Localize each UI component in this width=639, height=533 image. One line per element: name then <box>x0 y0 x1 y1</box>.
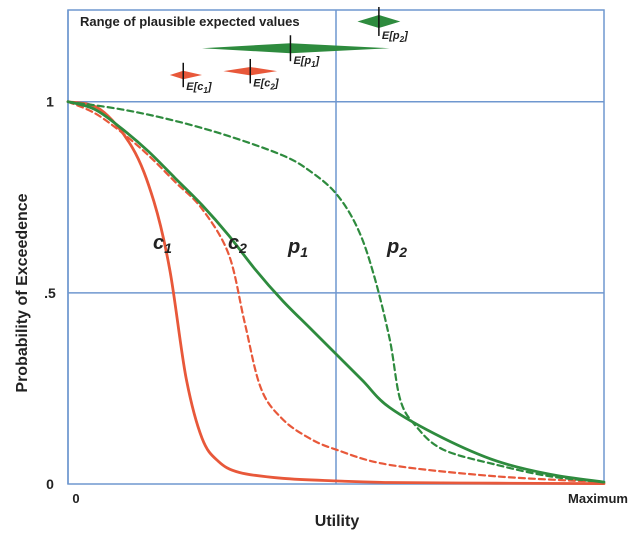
y-tick-label: .5 <box>44 285 56 301</box>
grid-layer <box>67 9 605 485</box>
series-label-p2: p2 <box>386 236 407 260</box>
series-line-p1 <box>66 100 606 484</box>
range-annotations: E[c1] E[c2] E[p1] E[p2] <box>169 6 408 95</box>
x-tick-max: Maximum <box>568 491 628 506</box>
expected-label-E[p2]: E[p2] <box>382 30 408 44</box>
range-spread-E[c1] <box>169 70 202 80</box>
y-axis-label: Probability of Exceedence <box>14 193 31 392</box>
range-annotation-title: Range of plausible expected values <box>80 14 300 29</box>
series-labels: c1 c2 p1 p2 <box>153 232 407 260</box>
expected-label-E[p1]: E[p1] <box>293 55 319 69</box>
expected-label-E[c1]: E[c1] <box>186 81 212 95</box>
range-spread-E[p1] <box>202 43 390 54</box>
y-tick-label: 0 <box>46 476 54 492</box>
series-label-c2: c2 <box>228 232 247 256</box>
series-line-p2 <box>66 100 606 484</box>
series-label-p1: p1 <box>287 236 308 260</box>
series-layer <box>66 100 606 485</box>
x-tick-min: 0 <box>72 491 79 506</box>
expected-label-E[c2]: E[c2] <box>253 77 279 91</box>
series-line-c2 <box>66 100 606 484</box>
y-tick-label: 1 <box>46 94 54 110</box>
x-axis-label: Utility <box>315 513 360 530</box>
series-label-c1: c1 <box>153 232 172 256</box>
series-line-c1 <box>66 100 606 485</box>
axes: 0 Maximum Utility Probability of Exceede… <box>14 14 628 530</box>
